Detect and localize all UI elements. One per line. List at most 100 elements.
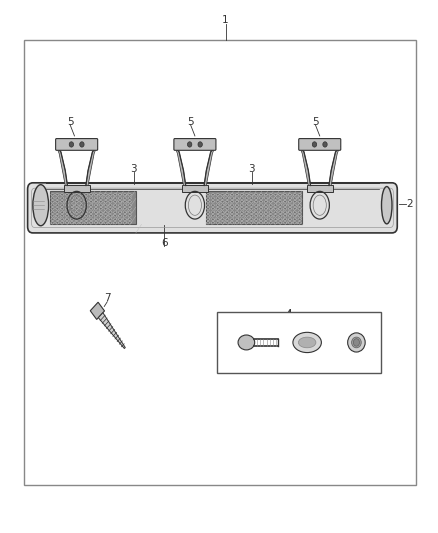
Polygon shape	[109, 207, 112, 210]
Text: 2: 2	[406, 199, 413, 209]
Polygon shape	[113, 221, 117, 224]
Polygon shape	[279, 221, 282, 224]
Polygon shape	[288, 218, 292, 221]
Polygon shape	[245, 193, 248, 196]
Polygon shape	[274, 204, 277, 207]
Polygon shape	[75, 214, 78, 217]
Polygon shape	[298, 221, 301, 224]
Circle shape	[312, 142, 317, 147]
Polygon shape	[259, 197, 263, 200]
Polygon shape	[235, 200, 239, 203]
Polygon shape	[254, 193, 258, 196]
Polygon shape	[245, 214, 248, 217]
Polygon shape	[240, 207, 244, 210]
Polygon shape	[293, 221, 297, 224]
Polygon shape	[113, 193, 117, 196]
Polygon shape	[51, 211, 54, 214]
Ellipse shape	[33, 184, 49, 226]
Polygon shape	[70, 214, 74, 217]
Polygon shape	[99, 214, 102, 217]
Polygon shape	[113, 211, 117, 214]
Polygon shape	[250, 204, 253, 207]
Polygon shape	[51, 204, 54, 207]
Polygon shape	[109, 200, 112, 203]
Polygon shape	[85, 204, 88, 207]
Polygon shape	[75, 204, 78, 207]
Bar	[24, 40, 416, 485]
Bar	[217, 312, 381, 373]
Polygon shape	[206, 204, 210, 207]
Polygon shape	[254, 200, 258, 203]
Text: 3: 3	[248, 164, 255, 174]
Polygon shape	[85, 193, 88, 196]
Polygon shape	[118, 193, 122, 196]
Polygon shape	[123, 218, 127, 221]
Polygon shape	[269, 221, 272, 224]
Ellipse shape	[381, 187, 392, 224]
Polygon shape	[118, 218, 122, 221]
Text: 4: 4	[286, 310, 293, 319]
Polygon shape	[288, 193, 292, 196]
Polygon shape	[216, 221, 219, 224]
Polygon shape	[51, 197, 54, 200]
Polygon shape	[118, 200, 122, 203]
Polygon shape	[283, 221, 287, 224]
FancyBboxPatch shape	[299, 139, 341, 150]
Polygon shape	[89, 214, 93, 217]
Polygon shape	[298, 207, 301, 210]
Polygon shape	[99, 207, 102, 210]
Polygon shape	[240, 221, 244, 224]
Polygon shape	[264, 207, 268, 210]
Polygon shape	[230, 200, 234, 203]
Polygon shape	[250, 207, 253, 210]
Polygon shape	[85, 200, 88, 203]
Polygon shape	[75, 221, 78, 224]
Polygon shape	[264, 197, 268, 200]
Polygon shape	[235, 214, 239, 217]
Polygon shape	[89, 218, 93, 221]
Polygon shape	[226, 221, 229, 224]
Polygon shape	[235, 218, 239, 221]
Polygon shape	[80, 193, 83, 196]
Polygon shape	[104, 214, 107, 217]
Polygon shape	[300, 147, 311, 185]
Polygon shape	[65, 211, 69, 214]
Polygon shape	[86, 147, 97, 185]
Polygon shape	[75, 211, 78, 214]
Polygon shape	[298, 200, 301, 203]
Polygon shape	[216, 214, 219, 217]
Polygon shape	[283, 211, 287, 214]
Polygon shape	[80, 197, 83, 200]
Polygon shape	[80, 200, 83, 203]
Polygon shape	[70, 211, 74, 214]
Polygon shape	[269, 197, 272, 200]
Polygon shape	[298, 193, 301, 196]
Polygon shape	[128, 211, 131, 214]
Polygon shape	[56, 211, 59, 214]
Polygon shape	[226, 200, 229, 203]
Polygon shape	[56, 218, 59, 221]
Polygon shape	[216, 193, 219, 196]
Polygon shape	[94, 207, 98, 210]
Polygon shape	[269, 193, 272, 196]
Polygon shape	[288, 207, 292, 210]
Polygon shape	[123, 197, 127, 200]
Polygon shape	[274, 214, 277, 217]
Polygon shape	[109, 211, 112, 214]
Polygon shape	[206, 218, 210, 221]
Bar	[50, 191, 136, 224]
Ellipse shape	[293, 333, 321, 353]
Polygon shape	[274, 193, 277, 196]
Polygon shape	[65, 197, 69, 200]
Polygon shape	[109, 218, 112, 221]
Circle shape	[187, 142, 192, 147]
Polygon shape	[56, 204, 59, 207]
Polygon shape	[264, 193, 268, 196]
Polygon shape	[94, 218, 98, 221]
Polygon shape	[70, 221, 74, 224]
Polygon shape	[104, 221, 107, 224]
Polygon shape	[51, 200, 54, 203]
Text: 3: 3	[130, 164, 137, 174]
Polygon shape	[230, 193, 234, 196]
Polygon shape	[274, 197, 277, 200]
